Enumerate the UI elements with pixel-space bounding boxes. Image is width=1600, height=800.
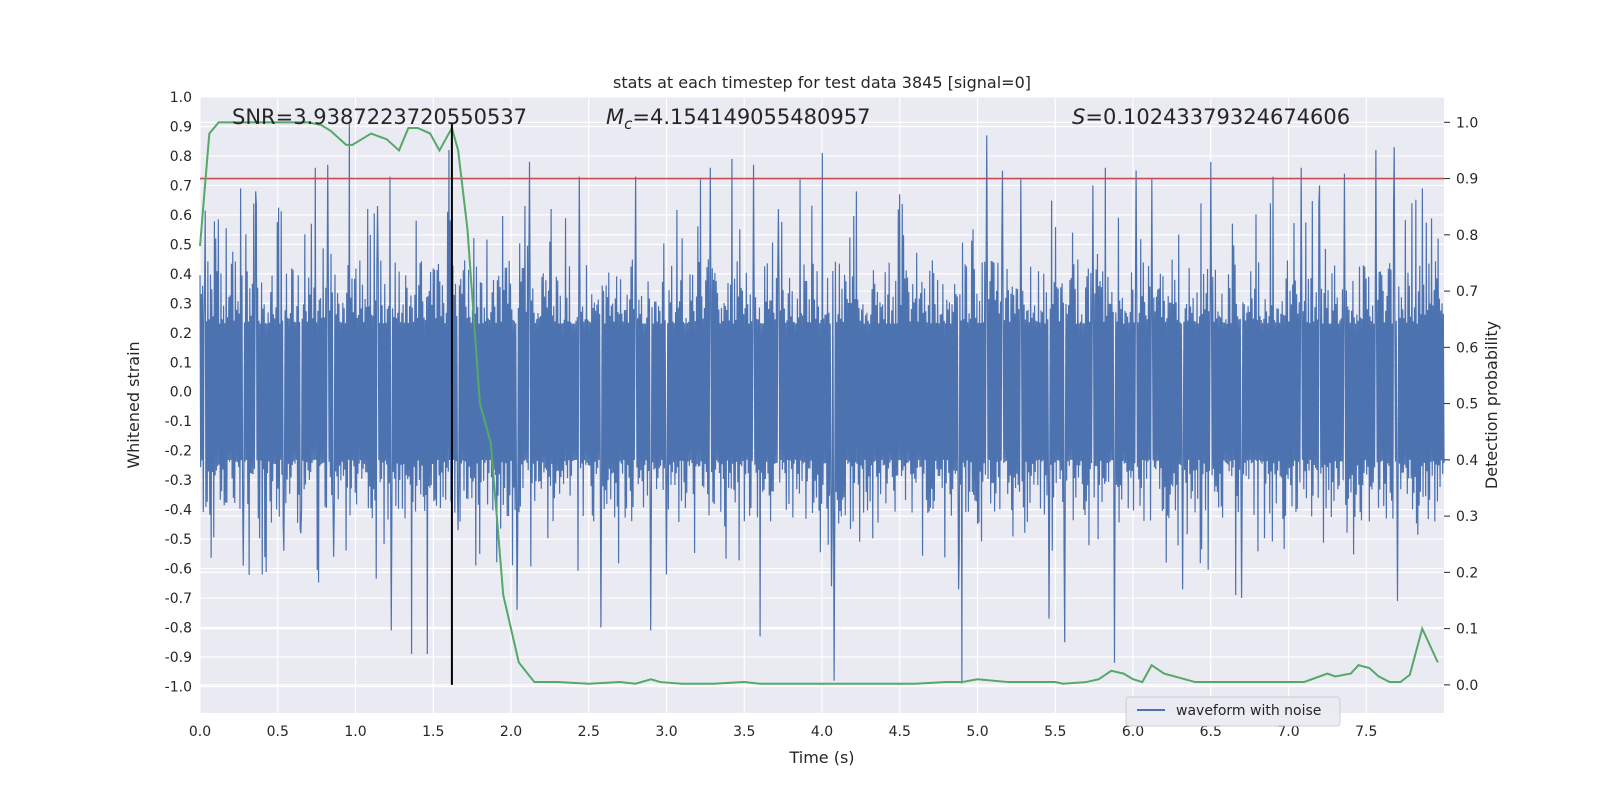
x-tick-label: 7.5 <box>1355 724 1377 740</box>
s-value: 0.10243379324674606 <box>1103 105 1350 129</box>
right-y-tick-label: 0.3 <box>1456 509 1478 525</box>
y-tick-label: -0.9 <box>165 650 192 666</box>
y-tick-label: 0.7 <box>170 178 192 194</box>
x-tick-label: 4.5 <box>889 724 911 740</box>
y-tick-label: 1.0 <box>170 90 192 106</box>
x-tick-label: 7.0 <box>1277 724 1299 740</box>
y-tick-label: -0.8 <box>165 621 192 637</box>
right-y-tick-label: 0.4 <box>1456 453 1478 469</box>
snr-label: SNR= <box>232 105 293 129</box>
y-tick-label: -0.4 <box>165 503 192 519</box>
x-tick-label: 0.0 <box>189 724 211 740</box>
y-tick-label: -0.1 <box>165 414 192 430</box>
x-tick-label: 6.5 <box>1200 724 1222 740</box>
y-tick-label: -0.3 <box>165 473 192 489</box>
snr-annotation: SNR=3.9387223720550537 <box>232 105 527 129</box>
y-tick-label: -0.6 <box>165 562 192 578</box>
right-y-tick-label: 0.6 <box>1456 340 1478 356</box>
x-tick-label: 1.0 <box>344 724 366 740</box>
right-y-tick-label: 0.9 <box>1456 172 1478 188</box>
x-tick-label: 3.5 <box>733 724 755 740</box>
x-tick-label: 5.5 <box>1044 724 1066 740</box>
chart-title: stats at each timestep for test data 384… <box>613 73 1031 92</box>
detection-probability-line <box>199 121 1439 685</box>
x-ticks: 0.0 0.5 1.0 1.5 2.0 2.5 3.0 3.5 4.0 4.5 5.0 5.5 6.0 6… <box>189 724 1378 740</box>
y-tick-label: -1.0 <box>165 679 192 695</box>
x-tick-label: 6.0 <box>1122 724 1144 740</box>
y-tick-label: -0.7 <box>165 591 192 607</box>
y-tick-label: 0.0 <box>170 385 192 401</box>
chirp-mass-equals: = <box>632 105 650 129</box>
y-ticks-right: 1.0 0.9 0.8 0.7 0.6 0.5 0.4 0.3 0.2 0.1 0.0 <box>1444 115 1478 694</box>
chirp-mass-annotation: Mc=4.154149055480957 <box>606 105 870 133</box>
x-tick-label: 4.0 <box>811 724 833 740</box>
legend-label-waveform: waveform with noise <box>1176 703 1321 719</box>
right-y-tick-label: 1.0 <box>1456 115 1478 131</box>
legend: waveform with noise <box>1125 696 1341 727</box>
y-tick-label: 0.6 <box>170 208 192 224</box>
x-tick-label: 2.5 <box>578 724 600 740</box>
y-tick-label: -0.5 <box>165 532 192 548</box>
s-symbol: S <box>1072 105 1085 129</box>
y-tick-label: -0.2 <box>165 444 192 460</box>
y-axis-label-left: Whitened strain <box>124 341 143 468</box>
y-tick-label: 0.8 <box>170 149 192 165</box>
waveform-series <box>199 123 1445 684</box>
chirp-mass-value: 4.154149055480957 <box>650 105 870 129</box>
right-y-tick-label: 0.2 <box>1456 565 1478 581</box>
chirp-mass-symbol: M <box>606 105 624 129</box>
y-tick-label: 0.5 <box>170 237 192 253</box>
y-tick-label: 0.3 <box>170 296 192 312</box>
x-tick-label: 5.0 <box>966 724 988 740</box>
s-annotation: S=0.10243379324674606 <box>1072 105 1350 129</box>
right-y-tick-label: 0.8 <box>1456 228 1478 244</box>
y-tick-label: 0.1 <box>170 355 192 371</box>
right-y-tick-label: 0.5 <box>1456 397 1478 413</box>
x-axis-label: Time (s) <box>788 748 854 767</box>
right-y-tick-label: 0.7 <box>1456 284 1478 300</box>
x-tick-label: 3.0 <box>655 724 677 740</box>
right-y-tick-label: 0.0 <box>1456 678 1478 694</box>
s-equals: = <box>1085 105 1103 129</box>
legend-box <box>1125 696 1341 727</box>
y-ticks-left: 1.0 0.9 0.8 0.7 0.6 0.5 0.4 0.3 0.2 0.1 0.0 -0.1 -0.… <box>165 90 192 695</box>
waveform-trace <box>199 123 1445 684</box>
y-axis-label-right: Detection probability <box>1482 321 1501 489</box>
x-tick-label: 1.5 <box>422 724 444 740</box>
chirp-mass-subscript: c <box>624 115 633 133</box>
y-tick-label: 0.9 <box>170 119 192 135</box>
y-tick-label: 0.4 <box>170 267 192 283</box>
y-tick-label: 0.2 <box>170 326 192 342</box>
snr-value: 3.9387223720550537 <box>293 105 527 129</box>
x-tick-label: 2.0 <box>500 724 522 740</box>
right-y-tick-label: 0.1 <box>1456 622 1478 638</box>
x-tick-label: 0.5 <box>267 724 289 740</box>
